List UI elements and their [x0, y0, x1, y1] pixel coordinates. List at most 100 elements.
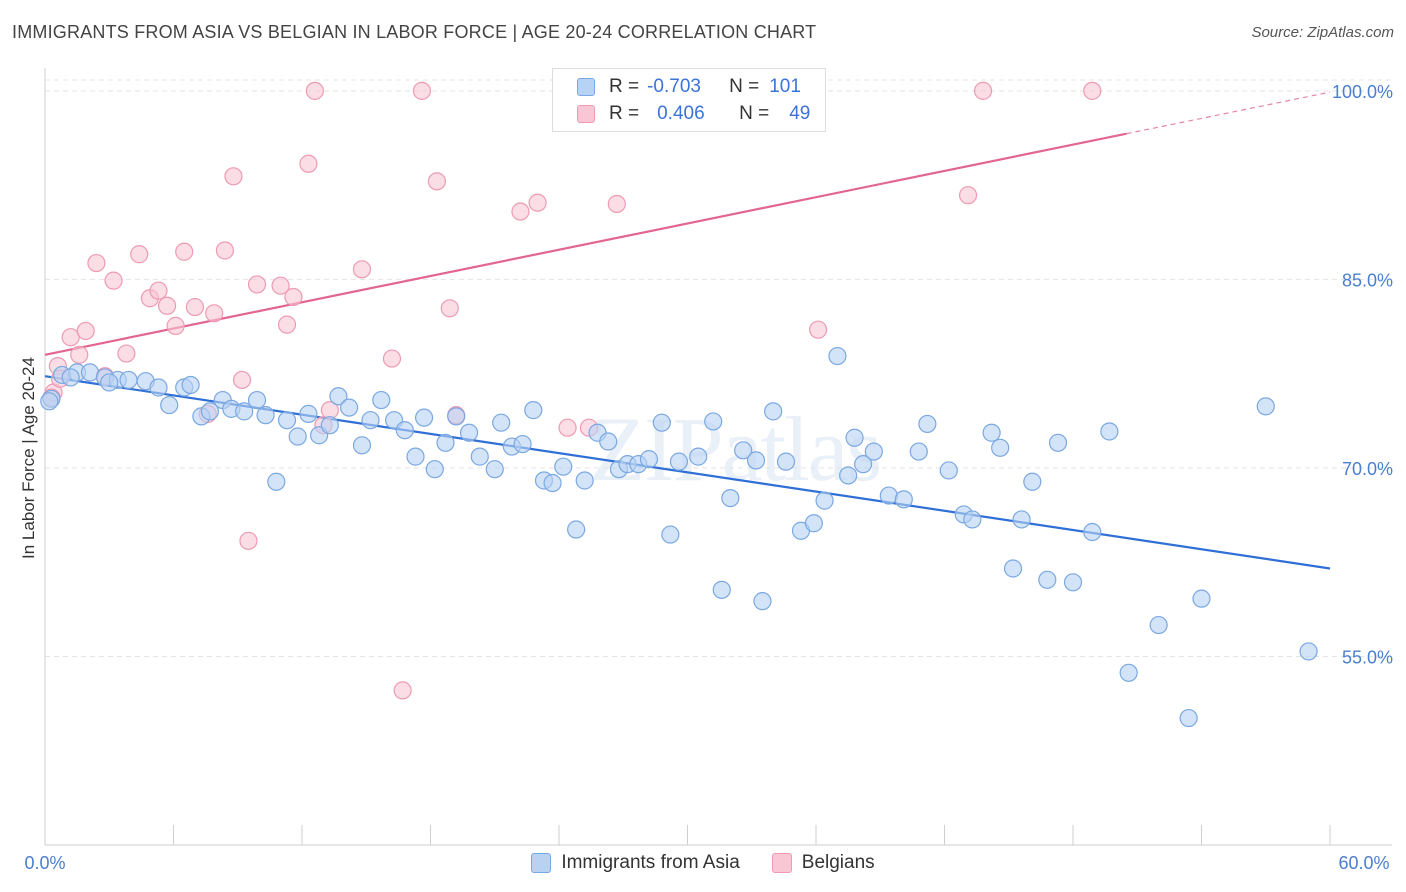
asia-point	[689, 447, 708, 466]
asia-point	[815, 491, 834, 510]
legend-r-value: -0.703	[647, 76, 701, 97]
belgian-point	[412, 81, 432, 100]
asia-point	[513, 434, 532, 454]
asia-point	[1299, 642, 1318, 661]
chart-title: IMMIGRANTS FROM ASIA VS BELGIAN IN LABOR…	[12, 22, 817, 42]
asia-point	[299, 404, 318, 423]
legend-r-value: 0.406	[657, 103, 705, 124]
belgian-point	[958, 186, 978, 205]
belgian-point	[232, 370, 252, 390]
legend-n-value: 101	[769, 76, 801, 97]
asia-point	[277, 411, 297, 430]
asia-point	[1063, 573, 1083, 592]
asia-point	[524, 401, 543, 420]
asia-point	[372, 390, 391, 410]
asia-point	[352, 436, 372, 455]
asia-point	[982, 423, 1001, 442]
asia-point	[40, 392, 59, 411]
stats-legend: R = -0.703 N = 101 R = 0.406 N = 49	[552, 68, 826, 132]
belgian-point	[1083, 81, 1102, 100]
belgian-point	[87, 253, 106, 273]
asia-point	[828, 346, 847, 366]
asia-point	[804, 514, 823, 533]
asia-point	[879, 486, 898, 505]
asia-point	[839, 466, 858, 485]
belgian-point	[130, 245, 149, 264]
asia-point	[845, 428, 864, 447]
trend-line-extension	[1126, 91, 1331, 135]
asia-point	[991, 438, 1010, 457]
asia-point	[1119, 663, 1138, 682]
asia-point	[776, 452, 796, 471]
asia-point	[200, 402, 220, 421]
asia-point	[939, 461, 958, 480]
legend-n-label: N =	[739, 103, 770, 124]
asia-point	[160, 395, 179, 415]
asia-point	[1192, 589, 1211, 608]
belgian-point	[973, 81, 993, 100]
asia-point	[329, 387, 348, 406]
belgian-point	[305, 81, 324, 100]
belgian-point	[393, 681, 412, 700]
belgian-point	[382, 349, 402, 368]
asia-point	[661, 525, 680, 544]
asia-point	[470, 447, 489, 466]
asia-point	[704, 412, 723, 431]
belgian-point	[185, 297, 205, 317]
asia-point	[753, 592, 772, 611]
series-legend: Immigrants from Asia Belgians	[0, 852, 1406, 874]
belgian-point	[284, 287, 303, 307]
legend-item-asia[interactable]: Immigrants from Asia	[531, 852, 740, 874]
y-tick-label: 70.0%	[1342, 459, 1393, 479]
belgian-point	[76, 321, 95, 341]
asia-point	[734, 441, 753, 460]
asia-point	[963, 510, 982, 529]
asia-point	[119, 370, 138, 390]
asia-point	[61, 368, 80, 387]
asia-point	[894, 490, 913, 509]
belgian-point	[149, 281, 168, 300]
legend-r-label: R =	[609, 103, 640, 124]
asia-point	[447, 407, 466, 426]
asia-point	[340, 398, 359, 417]
legend-n-value: 49	[789, 103, 811, 124]
asia-point	[1048, 433, 1068, 452]
belgian-point	[239, 531, 258, 550]
asia-point	[721, 488, 740, 508]
asia-point	[543, 473, 562, 493]
legend-row-belgians: R = 0.406 N = 49	[577, 101, 810, 127]
x-tick-label: 60.0%	[1338, 853, 1389, 873]
trend-line	[44, 132, 1127, 356]
asia-point	[320, 416, 339, 435]
x-tick-label: 0.0%	[24, 853, 65, 873]
legend-item-belgians[interactable]: Belgians	[771, 852, 875, 874]
belgian-point	[277, 315, 297, 334]
asia-point	[436, 433, 455, 452]
belgian-point	[70, 345, 89, 364]
legend-label-asia: Immigrants from Asia	[561, 852, 740, 873]
belgian-point	[528, 193, 547, 212]
belgian-point	[809, 320, 828, 339]
asia-point	[1256, 397, 1275, 416]
asia-point	[1038, 570, 1057, 589]
asia-points	[40, 346, 1318, 728]
asia-point	[492, 413, 511, 432]
asia-point	[1149, 615, 1168, 635]
asia-point	[361, 411, 380, 430]
belgian-point	[511, 202, 530, 221]
asia-point	[639, 450, 659, 469]
asia-point	[100, 373, 119, 392]
y-tick-label: 55.0%	[1342, 647, 1393, 667]
legend-row-asia: R = -0.703 N = 101	[577, 74, 801, 100]
belgian-point	[205, 304, 224, 323]
legend-n-label: N =	[729, 76, 760, 97]
legend-swatch-belgians	[771, 853, 792, 873]
legend-r-label: R =	[609, 76, 640, 97]
asia-point	[406, 447, 425, 466]
belgian-point	[352, 260, 372, 279]
asia-point	[1012, 510, 1031, 529]
belgian-point	[247, 275, 267, 294]
asia-point	[1003, 559, 1023, 578]
belgian-point	[299, 154, 318, 173]
belgian-point	[271, 276, 290, 295]
